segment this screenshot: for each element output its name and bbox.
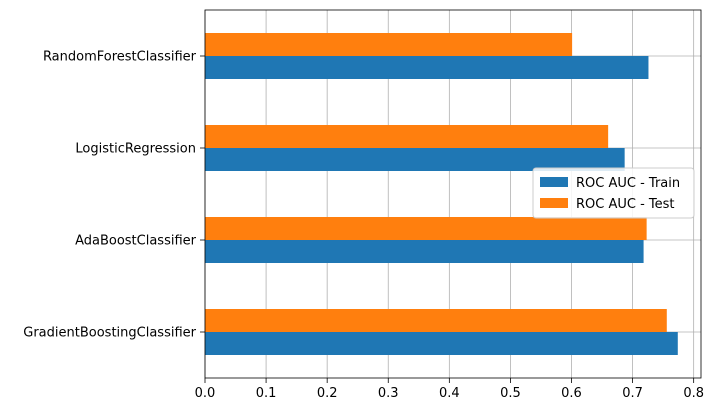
legend-box	[532, 167, 695, 219]
y-tick-label-0: GradientBoostingClassifier	[23, 326, 196, 341]
plot-frame-rect	[204, 9, 702, 379]
bar-test-1	[205, 217, 647, 240]
x-tick-label-7: 0.7	[622, 386, 643, 401]
legend-label-1: ROC AUC - Test	[576, 197, 675, 212]
legend-swatch-1	[540, 198, 568, 208]
bar-train-3	[205, 56, 649, 79]
x-tick-label-6: 0.6	[561, 386, 582, 401]
bar-train-1	[205, 240, 644, 263]
y-tick-label-2: LogisticRegression	[75, 142, 196, 157]
plot-frame	[204, 9, 702, 379]
legend: ROC AUC - Train ROC AUC - Test	[532, 167, 695, 219]
bar-train-2	[205, 148, 625, 171]
bar-test-3	[205, 33, 573, 56]
x-tick-label-3: 0.3	[378, 386, 399, 401]
bar-test-0	[205, 309, 667, 332]
axes: 0.0 0.1 0.2 0.3 0.4 0.5 0.6 0.7 0.8 GradientBoost…	[23, 50, 704, 402]
x-tick-label-1: 0.1	[256, 386, 277, 401]
x-tick-label-0: 0.0	[195, 386, 216, 401]
bars	[205, 33, 678, 355]
legend-swatch-0	[540, 177, 568, 187]
x-tick-label-2: 0.2	[317, 386, 338, 401]
legend-label-0: ROC AUC - Train	[576, 176, 680, 191]
y-tick-label-3: RandomForestClassifier	[43, 50, 197, 65]
x-tick-label-5: 0.5	[500, 386, 521, 401]
bar-test-2	[205, 125, 609, 148]
y-tick-label-1: AdaBoostClassifier	[75, 234, 197, 249]
x-tick-label-8: 0.8	[683, 386, 704, 401]
x-tick-label-4: 0.4	[439, 386, 460, 401]
bar-train-0	[205, 332, 678, 355]
